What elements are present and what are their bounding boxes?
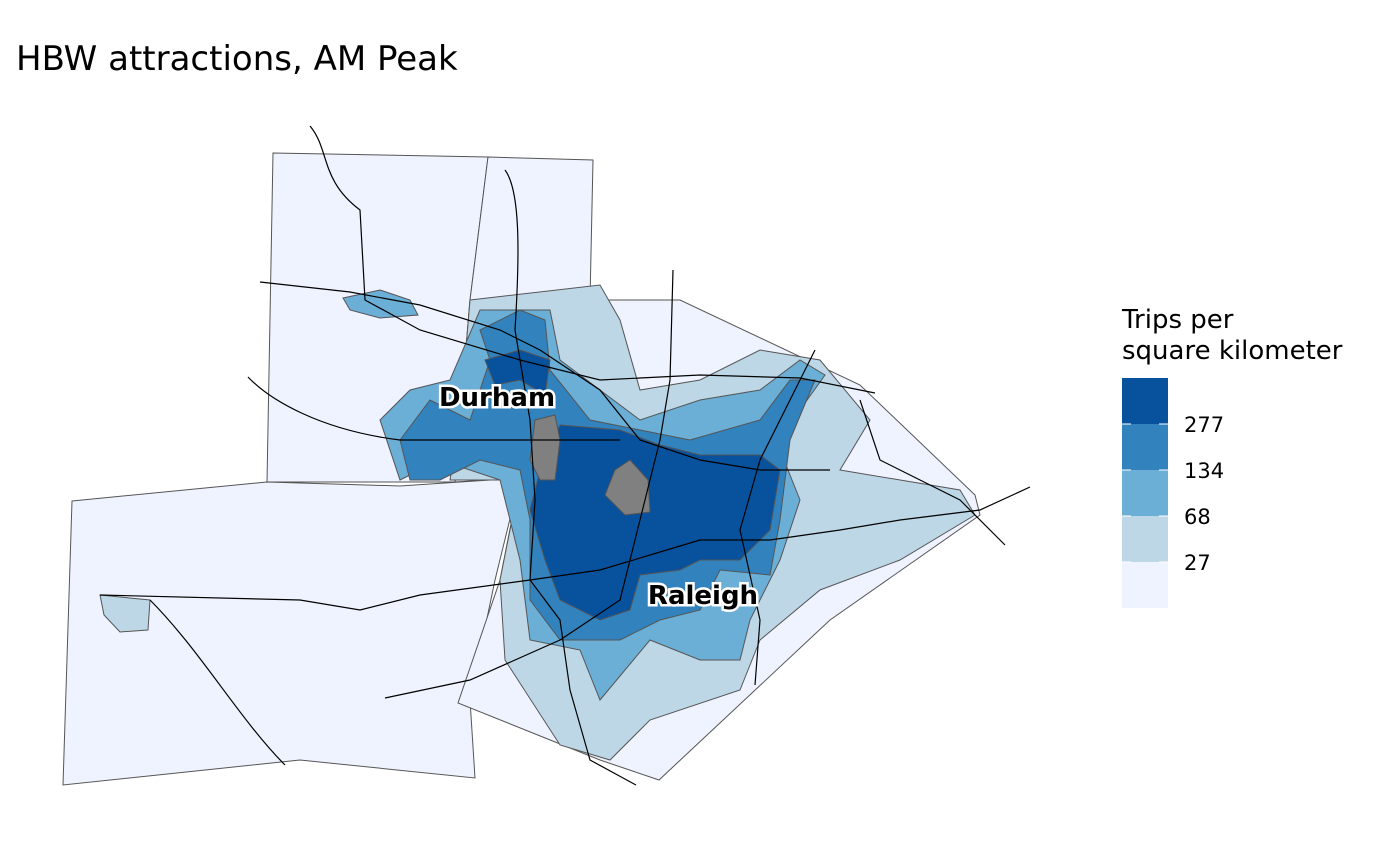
place-label: Raleigh <box>648 581 758 611</box>
map-title: HBW attractions, AM Peak <box>16 39 458 79</box>
zone-no-data <box>604 459 651 516</box>
road <box>504 169 637 786</box>
road <box>309 125 876 394</box>
legend-label: 134 <box>1184 459 1224 483</box>
road <box>247 376 620 441</box>
legend: Trips per square kilometer 27 68 134 277 <box>1121 305 1343 608</box>
zone <box>342 289 419 319</box>
zone <box>484 349 551 396</box>
zone <box>99 594 151 633</box>
legend-title: square kilometer <box>1122 336 1343 366</box>
legend-swatch <box>1122 424 1168 470</box>
road <box>859 399 1006 546</box>
place-label: Durham <box>439 383 555 413</box>
map: Durham Raleigh <box>62 125 1031 786</box>
legend-label: 27 <box>1184 551 1211 575</box>
road <box>739 349 816 686</box>
zone-no-data <box>529 414 561 481</box>
road <box>149 599 286 766</box>
legend-swatch <box>1122 378 1168 424</box>
road <box>259 281 830 471</box>
legend-swatch <box>1122 562 1168 608</box>
legend-label: 277 <box>1184 413 1224 437</box>
legend-swatch <box>1122 516 1168 562</box>
road <box>99 486 1031 611</box>
road <box>384 269 674 699</box>
legend-swatch <box>1122 470 1168 516</box>
legend-label: 68 <box>1184 505 1211 529</box>
legend-title: Trips per <box>1121 305 1234 335</box>
